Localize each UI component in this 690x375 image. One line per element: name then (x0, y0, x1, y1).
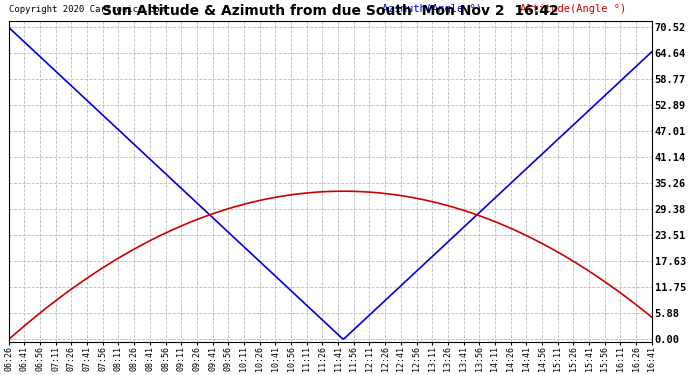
Title: Sun Altitude & Azimuth from due South  Mon Nov 2  16:42: Sun Altitude & Azimuth from due South Mo… (102, 4, 559, 18)
Text: Copyright 2020 Cartronics.com: Copyright 2020 Cartronics.com (9, 5, 164, 14)
Text: Azimuth(Angle °): Azimuth(Angle °) (382, 4, 482, 14)
Text: Altitude(Angle °): Altitude(Angle °) (520, 4, 627, 14)
